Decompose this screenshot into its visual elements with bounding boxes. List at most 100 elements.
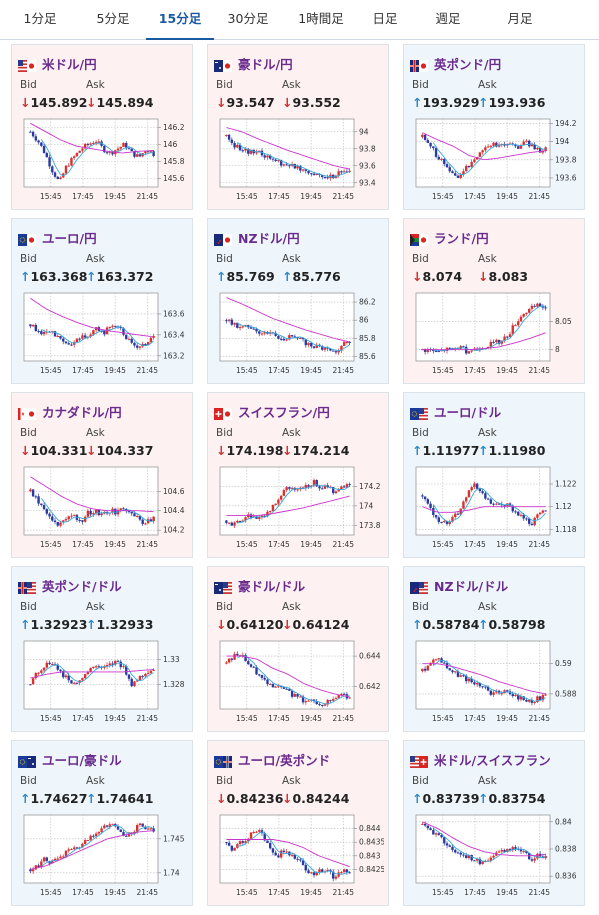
candle-body — [86, 671, 90, 675]
pair-name-link[interactable]: 米ドル/スイスフラン — [434, 752, 551, 768]
candlestick-chart[interactable]: 15:45 17:45 19:45 21:45 1.745 1.74 — [22, 813, 188, 901]
candle-body — [536, 853, 539, 859]
tab-30min[interactable]: 30分足 — [227, 11, 269, 26]
rate-card[interactable]: NZドル/ドル Bid Ask ↑0.58784 ↑0.58798 15:45 17:45 1… — [403, 566, 585, 732]
candle-body — [108, 151, 112, 153]
rate-card[interactable]: ユーロ/英ポンド Bid Ask ↓0.84236 ↓0.84244 15:45 17:45… — [207, 740, 389, 906]
pair-name-link[interactable]: NZドル/円 — [238, 230, 300, 246]
candle-body — [299, 337, 302, 339]
candle-body — [497, 339, 501, 344]
candle-body — [331, 699, 335, 701]
candle-body — [312, 872, 316, 876]
tab-5min[interactable]: 5分足 — [96, 11, 130, 26]
tab-daily[interactable]: 日足 — [372, 11, 398, 26]
short-moving-average — [237, 655, 350, 705]
candle-body — [503, 336, 506, 341]
candle-body — [138, 515, 142, 520]
ask-label: Ask — [478, 601, 497, 613]
rate-card[interactable]: 英ポンド/ドル Bid Ask ↑1.32923 ↑1.32933 15:45 17:45 1… — [11, 566, 193, 732]
candle-body — [337, 695, 340, 699]
candle-body — [304, 701, 308, 703]
pair-name-link[interactable]: ユーロ/円 — [42, 230, 97, 246]
candle-body — [125, 334, 128, 340]
candle-body — [149, 670, 153, 673]
candle-body — [252, 666, 255, 668]
arrow-up-icon: ↑ — [412, 617, 423, 632]
rate-card[interactable]: NZドル/円 Bid Ask ↑85.769 ↑85.776 15:45 17:45 19:4… — [207, 218, 389, 384]
pair-name-link[interactable]: 英ポンド/ドル — [42, 578, 122, 594]
candle-body — [467, 165, 471, 168]
candle-body — [282, 338, 286, 341]
pair-name-link[interactable]: スイスフラン/円 — [238, 404, 330, 420]
rate-card[interactable]: カナダドル/円 Bid Ask ↓104.331 ↓104.337 15:45 17:45 1… — [11, 392, 193, 558]
arrow-down-icon: ↓ — [282, 95, 293, 110]
candlestick-chart[interactable]: 15:45 17:45 19:45 21:45 1.122 1.12 1.118 — [414, 465, 580, 553]
candlestick-chart[interactable]: 15:45 17:45 19:45 21:45 0.59 0.588 — [414, 639, 580, 727]
candle-body — [426, 665, 430, 671]
candlestick-chart[interactable]: 15:45 17:45 19:45 21:45 0.844 0.8435 0.843 0.84… — [218, 813, 384, 901]
candle-body — [423, 496, 427, 500]
rate-card[interactable]: 豪ドル/ドル Bid Ask ↓0.64120 ↓0.64124 15:45 17:45 19… — [207, 566, 389, 732]
long-moving-average — [226, 839, 350, 868]
candlestick-chart[interactable]: 15:45 17:45 19:45 21:45 146.2 146 145.8 145.6 — [22, 117, 188, 205]
tab-1min[interactable]: 1分足 — [23, 11, 57, 26]
rate-card[interactable]: 米ドル/スイスフラン Bid Ask ↑0.83739 ↑0.83754 15:45 17:… — [403, 740, 585, 906]
y-tick-label: 1.122 — [555, 480, 577, 489]
candle-body — [511, 694, 514, 697]
rate-card[interactable]: 英ポンド/円 Bid Ask ↑193.929 ↑193.936 15:45 17:45 19… — [403, 44, 585, 210]
candle-body — [445, 843, 449, 846]
candlestick-chart[interactable]: 15:45 17:45 19:45 21:45 1.33 1.328 — [22, 639, 188, 727]
candle-body — [247, 148, 250, 154]
pair-name-link[interactable]: NZドル/ドル — [434, 578, 509, 594]
candle-body — [519, 316, 523, 322]
rate-card[interactable]: スイスフラン/円 Bid Ask ↓174.198 ↓174.214 15:45 17:45… — [207, 392, 389, 558]
candle-body — [437, 833, 441, 835]
candle-body — [75, 682, 79, 684]
candle-body — [307, 870, 310, 874]
tab-15min[interactable]: 15分足 — [146, 0, 214, 40]
tab-monthly[interactable]: 月足 — [507, 11, 533, 26]
pair-name-link[interactable]: 豪ドル/円 — [238, 56, 293, 72]
candle-body — [285, 339, 288, 341]
y-tick-label: 0.843 — [359, 851, 381, 860]
candle-body — [451, 348, 454, 350]
pair-name-link[interactable]: 豪ドル/ドル — [238, 578, 306, 594]
x-tick-label: 19:45 — [496, 714, 518, 723]
candle-body — [511, 847, 514, 851]
tab-weekly[interactable]: 週足 — [435, 11, 461, 26]
candle-body — [492, 855, 495, 858]
tab-1hour[interactable]: 1時間足 — [298, 11, 344, 26]
ask-value: ↓0.84244 — [282, 791, 350, 806]
pair-name-link[interactable]: 米ドル/円 — [42, 56, 97, 72]
candlestick-chart[interactable]: 15:45 17:45 19:45 21:45 163.6 163.4 163.2 — [22, 291, 188, 379]
candle-body — [81, 843, 84, 848]
arrow-down-icon: ↓ — [216, 617, 227, 632]
pair-name-link[interactable]: ユーロ/英ポンド — [238, 752, 331, 768]
candlestick-chart[interactable]: 15:45 17:45 19:45 21:45 174.2 174 173.8 — [218, 465, 384, 553]
candlestick-chart[interactable]: 15:45 17:45 19:45 21:45 194.2 194 193.8 193.6 — [414, 117, 580, 205]
candle-body — [462, 675, 465, 677]
rate-card[interactable]: 米ドル/円 Bid Ask ↓145.892 ↓145.894 15:45 17:45 19:… — [11, 44, 193, 210]
rate-card[interactable]: ユーロ/円 Bid Ask ↑163.368 ↑163.372 15:45 17:45 19:… — [11, 218, 193, 384]
rate-card[interactable]: ユーロ/ドル Bid Ask ↑1.11977 ↑1.11980 15:45 17:45 19… — [403, 392, 585, 558]
rate-card[interactable]: ランド/円 Bid Ask ↓8.074 ↓8.083 15:45 17:45 19:45 21… — [403, 218, 585, 384]
rate-card[interactable]: ユーロ/豪ドル Bid Ask ↑1.74627 ↑1.74641 15:45 17:45 1… — [11, 740, 193, 906]
candlestick-chart[interactable]: 15:45 17:45 19:45 21:45 104.6 104.4 104.2 — [22, 465, 188, 553]
pair-name-link[interactable]: 英ポンド/円 — [434, 56, 502, 72]
plot-area — [23, 640, 159, 710]
candle-body — [127, 674, 131, 679]
candlestick-chart[interactable]: 15:45 17:45 19:45 21:45 8.05 8 — [414, 291, 580, 379]
pair-name-link[interactable]: ユーロ/ドル — [434, 404, 502, 420]
candlestick-chart[interactable]: 15:45 17:45 19:45 21:45 94 93.8 93.6 93.4 — [218, 117, 384, 205]
y-tick-label: 86 — [359, 316, 369, 325]
pair-name-link[interactable]: カナダドル/円 — [42, 404, 122, 420]
candle-body — [340, 345, 343, 351]
ask-value: ↑85.776 — [282, 269, 341, 284]
candle-body — [271, 683, 275, 688]
candlestick-chart[interactable]: 15:45 17:45 19:45 21:45 0.84 0.838 0.836 — [414, 813, 580, 901]
pair-name-link[interactable]: ユーロ/豪ドル — [42, 752, 122, 768]
rate-card[interactable]: 豪ドル/円 Bid Ask ↓93.547 ↓93.552 15:45 17:45 19:45… — [207, 44, 389, 210]
candlestick-chart[interactable]: 15:45 17:45 19:45 21:45 0.644 0.642 — [218, 639, 384, 727]
pair-name-link[interactable]: ランド/円 — [434, 230, 489, 246]
candlestick-chart[interactable]: 15:45 17:45 19:45 21:45 86.2 86 85.8 85.6 — [218, 291, 384, 379]
